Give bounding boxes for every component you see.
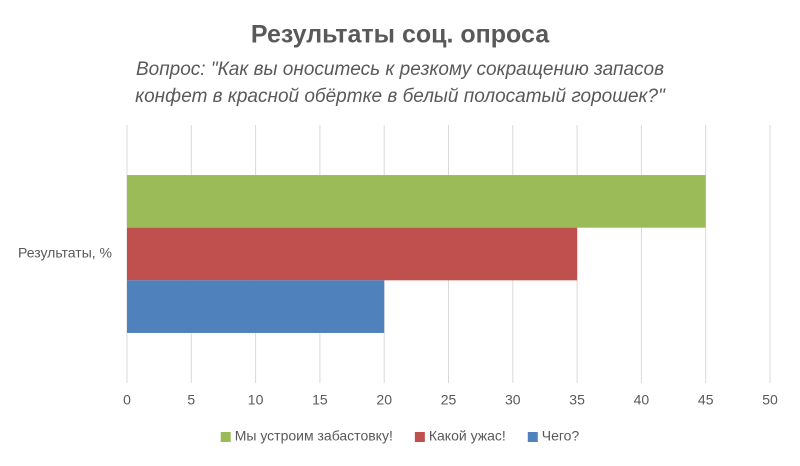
y-tick-label: Результаты, %	[18, 245, 112, 261]
x-tick-label: 50	[762, 392, 778, 408]
x-tick-label: 10	[248, 392, 264, 408]
x-tick-label: 35	[569, 392, 585, 408]
legend-label: Мы устроим забастовку!	[235, 428, 393, 444]
bar	[127, 280, 385, 333]
legend-swatch	[220, 432, 231, 442]
bar	[127, 175, 706, 228]
x-tick-label: 20	[376, 392, 392, 408]
x-tick-label: 40	[634, 392, 650, 408]
x-tick-label: 30	[505, 392, 521, 408]
chart-subtitle: конфет в красной обёртке в белый полосат…	[135, 86, 666, 107]
x-tick-label: 15	[312, 392, 328, 408]
legend-label: Чего?	[542, 428, 580, 444]
bar	[127, 227, 578, 281]
x-tick-label: 5	[187, 392, 195, 408]
x-tick-label: 25	[441, 392, 457, 408]
chart-title: Результаты соц. опроса	[251, 21, 550, 49]
x-tick-label: 45	[698, 392, 714, 408]
x-tick-label: 0	[123, 392, 131, 408]
legend-label: Какой ужас!	[429, 428, 506, 444]
legend-swatch	[527, 432, 538, 442]
legend-swatch	[414, 432, 425, 442]
chart-subtitle: Вопрос: "Как вы оноситесь к резкому сокр…	[136, 59, 664, 80]
